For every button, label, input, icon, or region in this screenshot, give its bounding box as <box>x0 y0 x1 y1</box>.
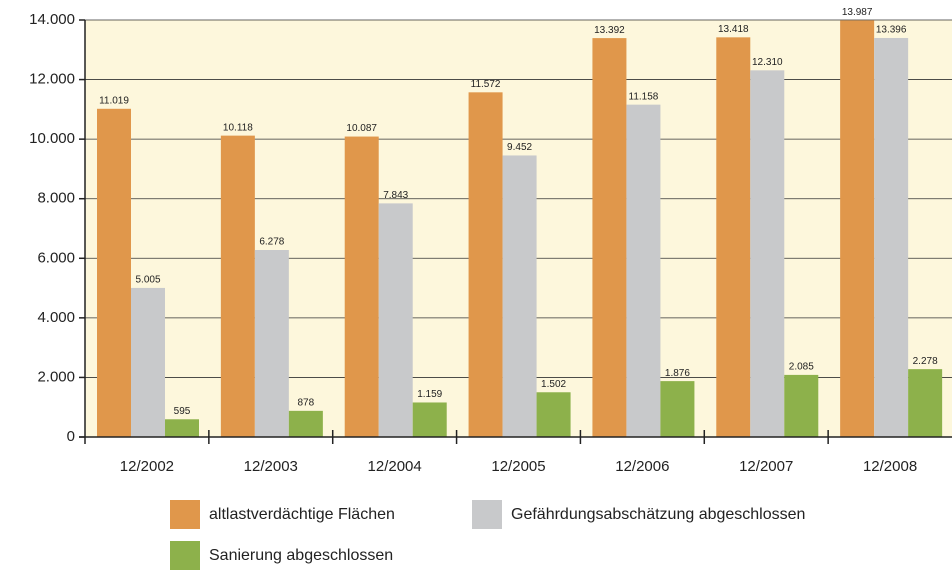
legend-swatch <box>170 541 200 570</box>
x-tick-label: 12/2004 <box>368 458 422 475</box>
value-label: 13.418 <box>718 24 749 35</box>
value-label: 1.876 <box>665 368 690 379</box>
value-label: 11.158 <box>629 91 659 102</box>
x-tick-label: 12/2005 <box>491 458 545 475</box>
bar <box>716 37 751 437</box>
legend-label: altlastverdächtige Flächen <box>209 506 395 523</box>
bar <box>626 104 661 437</box>
y-tick-label: 0 <box>67 428 75 445</box>
bar <box>784 374 819 437</box>
bar <box>908 369 943 437</box>
value-label: 2.278 <box>913 356 938 367</box>
bar <box>378 203 413 437</box>
y-tick-label: 10.000 <box>29 130 75 147</box>
legend-label: Gefährdungsabschätzung abgeschlossen <box>511 506 805 523</box>
value-label: 6.278 <box>259 237 284 248</box>
x-tick-label: 12/2006 <box>615 458 669 475</box>
value-label: 7.843 <box>383 190 408 201</box>
x-tick-label: 12/2003 <box>244 458 298 475</box>
bar <box>840 20 875 438</box>
value-label: 11.572 <box>471 79 501 90</box>
bar <box>750 70 785 437</box>
value-label: 9.452 <box>507 142 532 153</box>
bar <box>131 287 165 437</box>
bar <box>288 410 323 437</box>
value-label: 2.085 <box>789 362 814 373</box>
value-label: 10.118 <box>223 122 253 133</box>
y-tick-label: 4.000 <box>37 309 75 326</box>
y-tick-label: 12.000 <box>29 71 75 88</box>
value-label: 13.987 <box>842 7 873 18</box>
x-tick-label: 12/2007 <box>739 458 793 475</box>
bar <box>660 381 695 437</box>
bar <box>874 37 909 437</box>
value-label: 11.019 <box>99 95 129 106</box>
y-tick-label: 6.000 <box>37 249 75 266</box>
y-tick-label: 8.000 <box>37 190 75 207</box>
bar <box>502 155 537 437</box>
value-label: 5.005 <box>135 275 160 286</box>
value-label: 13.392 <box>594 25 625 36</box>
bar <box>592 38 627 438</box>
bar <box>468 92 503 438</box>
legend-swatch <box>472 500 502 529</box>
legend-swatch <box>170 500 200 529</box>
value-label: 1.502 <box>541 379 566 390</box>
x-tick-label: 12/2008 <box>863 458 917 475</box>
bar <box>97 108 131 438</box>
value-label: 1.159 <box>417 389 442 400</box>
y-tick-label: 14.000 <box>29 11 75 28</box>
value-label: 12.310 <box>752 57 783 68</box>
value-label: 595 <box>174 406 191 417</box>
x-tick-label: 12/2002 <box>120 458 174 475</box>
bar <box>165 419 199 437</box>
bar <box>220 135 255 437</box>
value-label: 878 <box>298 397 315 408</box>
bar <box>536 392 571 437</box>
bar <box>344 136 379 437</box>
bar <box>254 250 289 437</box>
value-label: 13.396 <box>876 25 907 36</box>
legend-label: Sanierung abgeschlossen <box>209 547 393 564</box>
value-label: 10.087 <box>346 123 377 134</box>
y-tick-label: 2.000 <box>37 368 75 385</box>
bar <box>412 402 447 437</box>
